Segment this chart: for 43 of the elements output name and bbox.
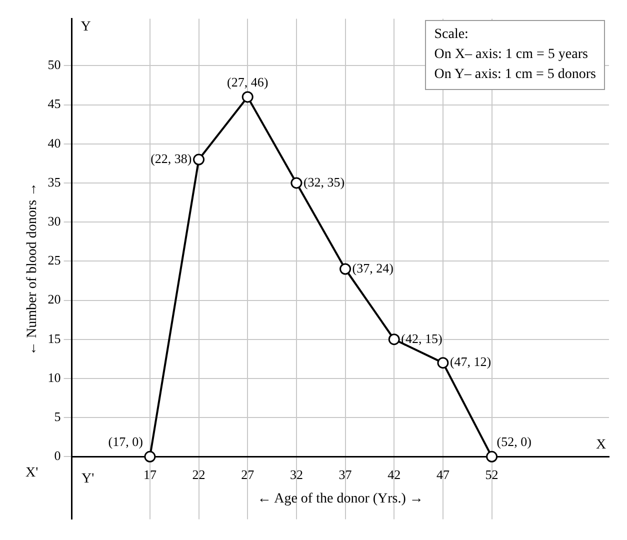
point bbox=[340, 263, 352, 275]
y-tick-label: 15 bbox=[48, 330, 61, 346]
point bbox=[242, 91, 254, 103]
x-tick-label: 42 bbox=[388, 466, 401, 482]
point bbox=[486, 450, 498, 462]
y-tick-label: 40 bbox=[48, 135, 61, 150]
y-tick-label: 10 bbox=[48, 370, 61, 385]
annotation: Y' bbox=[81, 471, 94, 486]
x-axis-title: ← Age of the donor (Yrs.) → bbox=[257, 491, 424, 506]
x-tick-label: 32 bbox=[290, 466, 303, 482]
text: X' bbox=[25, 465, 38, 480]
annotation: X bbox=[596, 437, 606, 452]
y-axis-title: ← Number of blood donors → bbox=[25, 182, 40, 356]
point bbox=[388, 334, 400, 346]
annotation: On X– axis: 1 cm = 5 years bbox=[434, 46, 589, 64]
x-tick-label: 47 bbox=[436, 466, 450, 482]
data-label: (27, 46) bbox=[227, 74, 268, 90]
y-tick-label: 25 bbox=[48, 252, 61, 268]
x-tick-label: 22 bbox=[192, 466, 206, 482]
data-label: (32, 35) bbox=[303, 174, 345, 190]
y-tick-label: 5 bbox=[54, 408, 61, 424]
y-tick-label: 45 bbox=[48, 96, 61, 112]
x-tick-label: 37 bbox=[338, 466, 352, 482]
point bbox=[437, 357, 449, 369]
point bbox=[193, 154, 205, 166]
point bbox=[144, 450, 156, 462]
data-label: (47, 12) bbox=[450, 354, 492, 370]
x-tick-label: 17 bbox=[143, 466, 157, 482]
y-tick-label: 0 bbox=[54, 448, 61, 464]
annotation: On Y– axis: 1 cm = 5 donors bbox=[434, 66, 596, 84]
x-tick-label: 52 bbox=[485, 466, 498, 482]
y-tick-label: 50 bbox=[48, 57, 61, 72]
data-label: (22, 38) bbox=[150, 150, 192, 166]
annotation: Scale: bbox=[434, 26, 470, 44]
data-label: (37, 24) bbox=[352, 260, 394, 276]
x-tick-label: 27 bbox=[241, 466, 255, 482]
y-tick-label: 35 bbox=[48, 174, 61, 190]
data-label: (52, 0) bbox=[496, 434, 532, 450]
y-tick-label: 30 bbox=[48, 214, 61, 229]
data-label: (17, 0) bbox=[108, 434, 143, 450]
y-tick-label: 20 bbox=[48, 292, 61, 307]
point bbox=[290, 177, 302, 189]
annotation: Y bbox=[80, 19, 91, 34]
